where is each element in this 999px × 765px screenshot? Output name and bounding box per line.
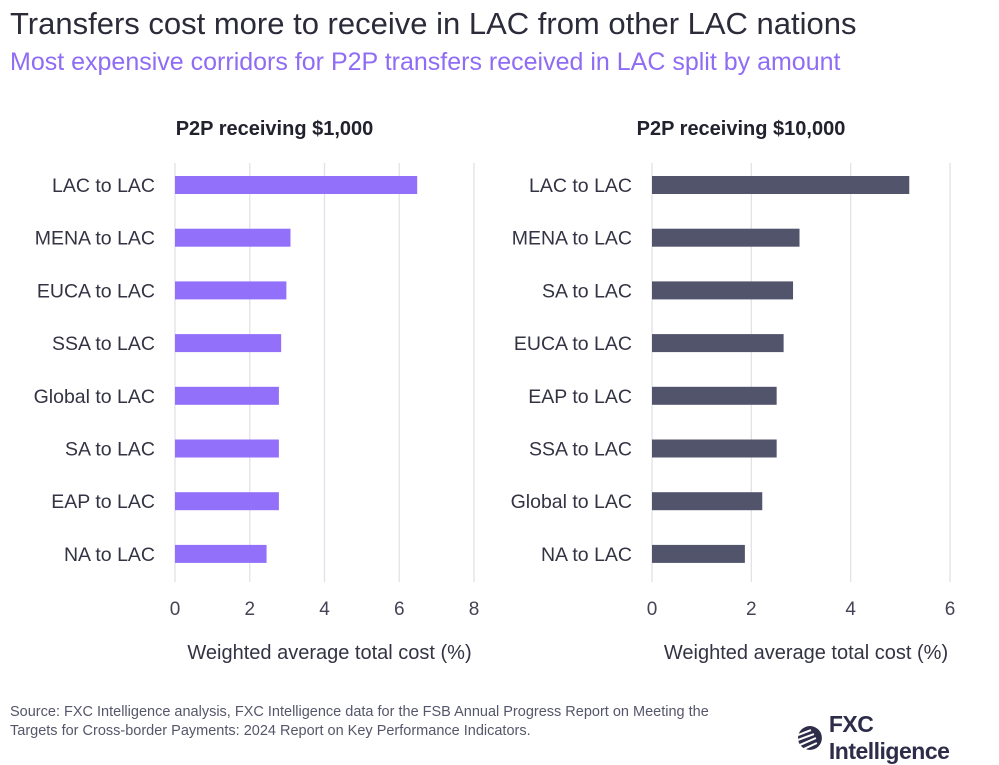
category-label: LAC to LAC <box>529 175 632 197</box>
bar <box>652 544 745 563</box>
x-tick-label: 0 <box>647 599 658 620</box>
x-tick-label: 4 <box>845 599 856 620</box>
category-label: EUCA to LAC <box>514 333 632 355</box>
bar <box>652 386 777 405</box>
category-label: NA to LAC <box>541 544 632 566</box>
source-note: Source: FXC Intelligence analysis, FXC I… <box>10 704 709 739</box>
category-label: EAP to LAC <box>528 386 632 408</box>
chart-area: 0 2 4 6 8 P2P receiving $1,000 Weighted averag… <box>34 118 956 664</box>
x-tick-label: 6 <box>394 599 405 620</box>
category-label: MENA to LAC <box>512 228 632 250</box>
bar <box>652 228 800 247</box>
chart-title: Transfers cost more to receive in LAC fr… <box>10 6 857 41</box>
x-tick-label: 4 <box>319 599 330 620</box>
bar <box>652 176 910 194</box>
logo-text: FXC Intelligence <box>828 711 950 764</box>
bar <box>175 281 287 300</box>
logo: FXC Intelligence <box>797 711 999 765</box>
bar <box>175 386 279 405</box>
bar <box>175 492 279 511</box>
x-tick-label: 2 <box>244 599 255 620</box>
x-axis-label: Weighted average total cost (%) <box>664 642 948 664</box>
category-label: SA to LAC <box>542 280 632 302</box>
bar <box>175 544 267 563</box>
fxc-globe-icon <box>797 726 822 750</box>
category-label: SSA to LAC <box>529 439 632 461</box>
category-label: EAP to LAC <box>51 491 155 513</box>
category-label: EUCA to LAC <box>37 280 155 302</box>
x-tick-label: 6 <box>945 599 956 620</box>
x-tick-label: 2 <box>746 599 757 620</box>
bar <box>652 439 777 458</box>
chart-subtitle: Most expensive corridors for P2P transfe… <box>10 48 841 76</box>
bar <box>652 334 784 353</box>
x-axis-label: Weighted average total cost (%) <box>187 642 471 664</box>
category-label: NA to LAC <box>64 544 155 566</box>
bar <box>175 334 282 353</box>
category-label: SSA to LAC <box>52 333 155 355</box>
x-tick-label: 0 <box>170 599 181 620</box>
bar <box>652 281 794 300</box>
panel-title: P2P receiving $10,000 <box>637 118 846 140</box>
bar <box>175 439 279 458</box>
category-label: Global to LAC <box>511 491 632 513</box>
bar <box>652 492 763 511</box>
bar <box>175 228 291 247</box>
category-label: MENA to LAC <box>35 228 155 250</box>
category-label: LAC to LAC <box>52 175 155 197</box>
x-tick-label: 8 <box>469 599 480 620</box>
panel-title: P2P receiving $1,000 <box>176 118 374 140</box>
category-label: SA to LAC <box>65 439 155 461</box>
bar <box>175 176 418 194</box>
category-label: Global to LAC <box>34 386 155 408</box>
